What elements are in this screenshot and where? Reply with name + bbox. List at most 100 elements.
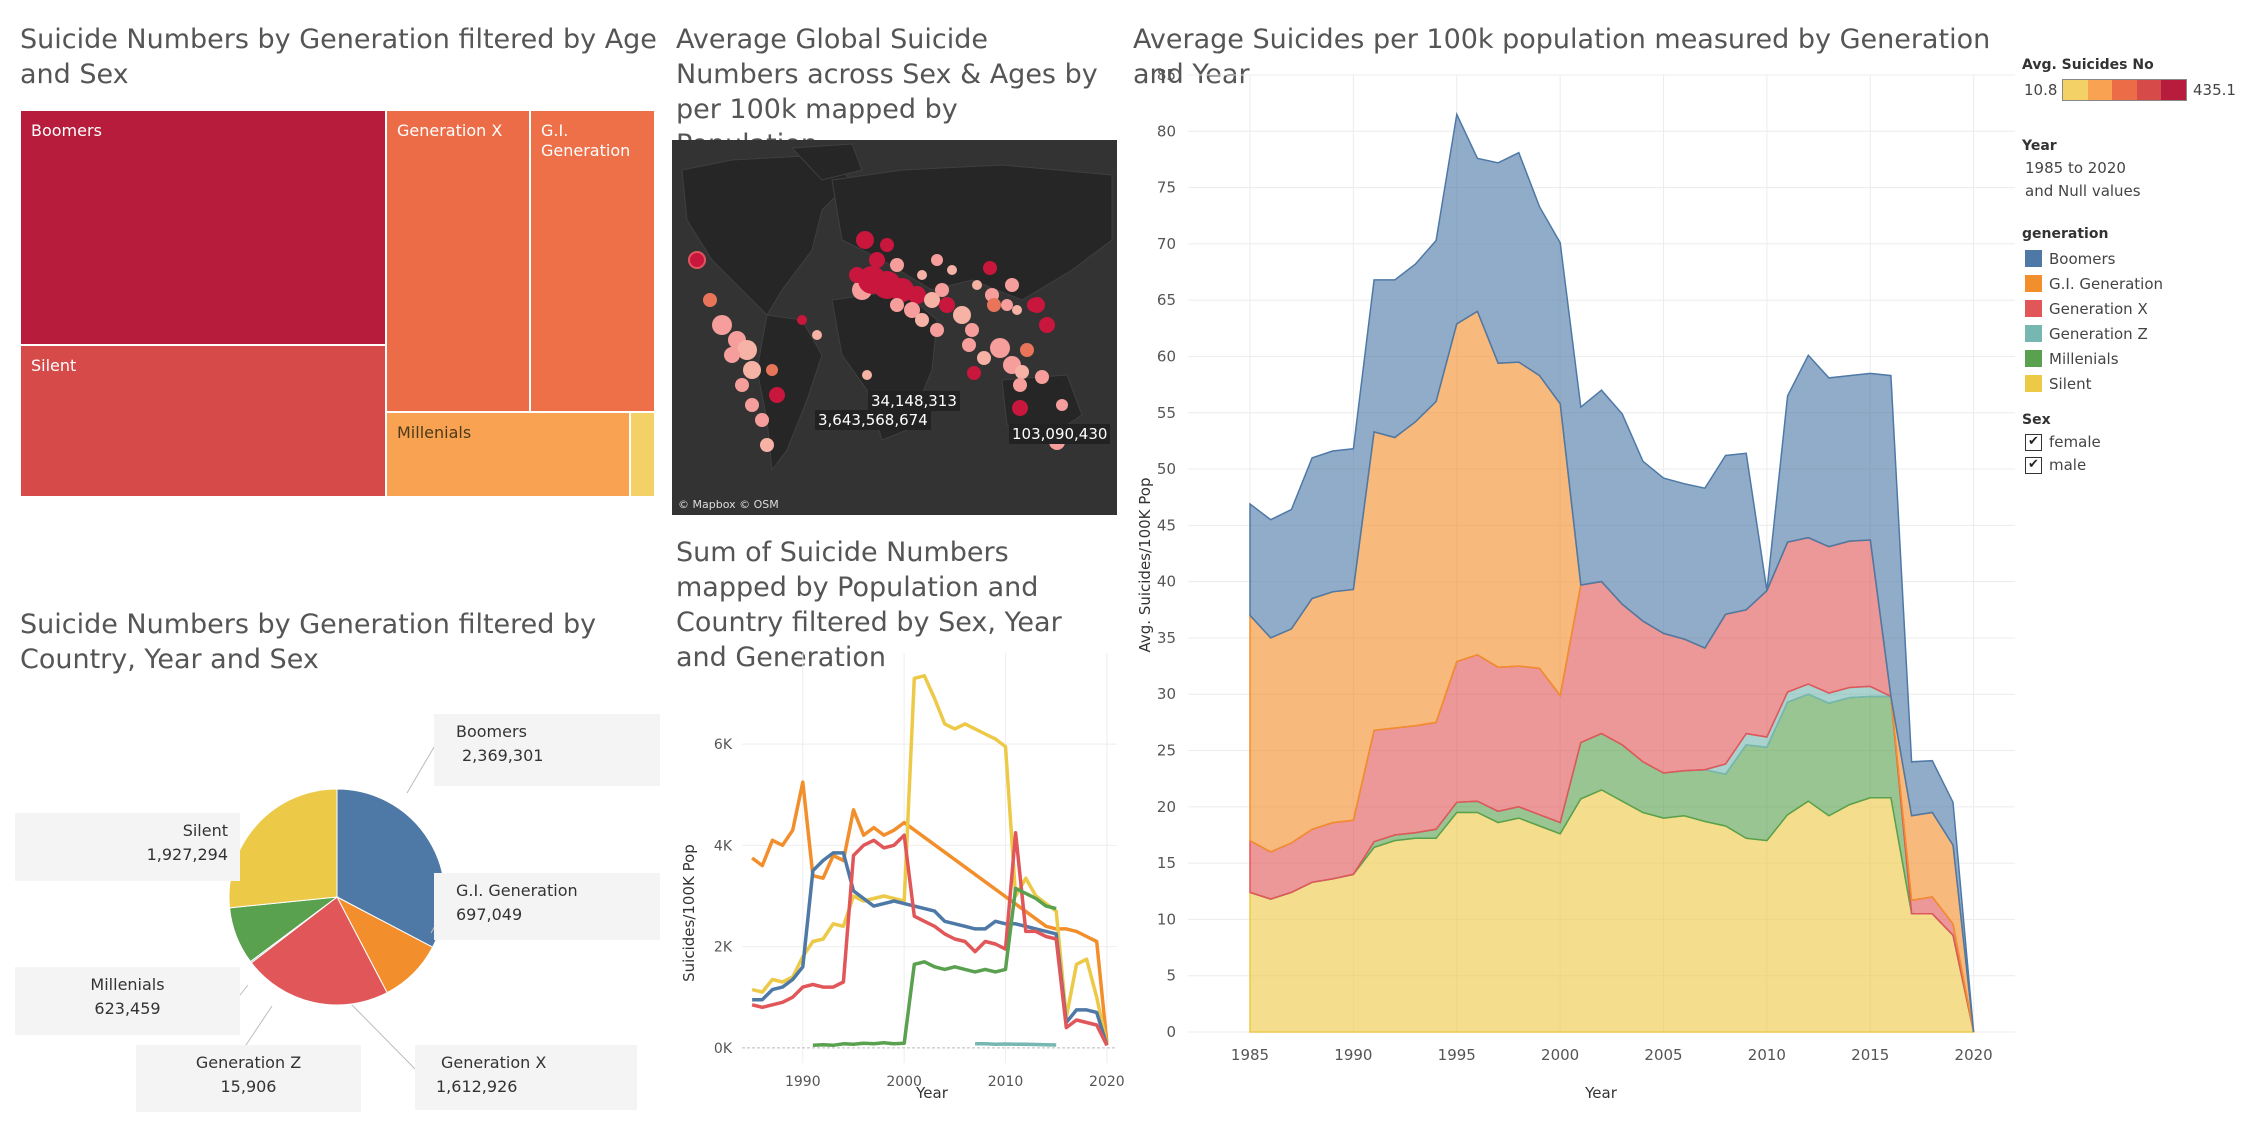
x-tick-label: 1990 [1334, 1046, 1372, 1064]
map-point [983, 261, 997, 275]
map-point [1001, 299, 1013, 311]
pie-callout-value: 1,612,926 [436, 1077, 518, 1096]
map-point [1056, 399, 1068, 411]
legend-swatch [2025, 375, 2042, 392]
pie-callout-value: 697,049 [456, 905, 523, 924]
y-tick-label: 80 [1157, 122, 1176, 140]
treemap-cell-generation-x[interactable]: Generation X [386, 110, 530, 412]
map-point [745, 398, 759, 412]
map-point [908, 286, 926, 304]
checkbox-female[interactable]: ✔ [2025, 434, 2042, 451]
generation-legend-item[interactable]: Boomers [2025, 249, 2225, 271]
treemap-cell-silent[interactable]: Silent [20, 345, 386, 497]
map-point [953, 306, 971, 324]
pie-callout-name: Boomers [456, 722, 527, 741]
pie-callout-generation-z: Generation Z 15,906 [136, 1045, 361, 1112]
map-point [947, 265, 957, 275]
y-tick-label: 5 [1166, 967, 1176, 985]
treemap-cell-gi-generation[interactable]: G.I. Generation [530, 110, 655, 412]
y-tick-label: 10 [1157, 910, 1176, 928]
generation-legend-item[interactable]: Generation Z [2025, 324, 2225, 346]
map-point [1012, 400, 1028, 416]
generation-legend-item[interactable]: Silent [2025, 374, 2225, 396]
map-point [1020, 343, 1034, 357]
color-ramp[interactable] [2062, 79, 2187, 101]
map-point [1005, 278, 1019, 292]
color-ramp-step [2087, 80, 2113, 100]
x-tick-label: 2020 [1955, 1046, 1993, 1064]
map-point [1015, 365, 1029, 379]
treemap-cell-millenials[interactable]: Millenials [386, 412, 630, 497]
color-legend-min: 10.8 [2024, 81, 2058, 99]
line-chart: Suicides/100K Pop Year 0K 2K 4K 6K 1990 2000 2… [680, 653, 1125, 1102]
map-point [939, 297, 955, 313]
year-filter-title: Year [2022, 138, 2057, 154]
map-point [755, 413, 769, 427]
line-series-generation-x[interactable] [751, 830, 1109, 1047]
map-point [712, 315, 732, 335]
map-point [766, 364, 778, 376]
year-filter-range[interactable]: 1985 to 2020 [2025, 159, 2126, 177]
legend-label: G.I. Generation [2049, 275, 2164, 293]
y-tick-label: 25 [1157, 742, 1176, 760]
map-title: Average Global Suicide Numbers across Se… [676, 24, 1098, 160]
south-america-land [756, 314, 823, 472]
pie-slice-generation-x[interactable] [250, 896, 388, 1006]
x-tick-label: 1990 [785, 1074, 821, 1090]
sex-filter-item-female[interactable]: ✔ female [2025, 432, 2175, 454]
x-tick-label: 1985 [1231, 1046, 1269, 1064]
treemap-cell-label: Millenials [397, 423, 472, 442]
color-legend-max: 435.1 [2193, 81, 2236, 99]
color-ramp-step [2112, 80, 2137, 100]
map-point [890, 258, 904, 272]
year-filter-null[interactable]: and Null values [2025, 182, 2141, 200]
line-series-g-i-generation[interactable] [751, 780, 1109, 1043]
area-y-axis-label: Avg. Suicides/100K Pop [1136, 478, 1154, 653]
treemap-cell-small[interactable] [630, 412, 655, 497]
legend-swatch [2025, 275, 2042, 292]
legend-swatch [2025, 250, 2042, 267]
map-point [987, 298, 1001, 312]
map-point [917, 270, 927, 280]
generation-legend-item[interactable]: Generation X [2025, 299, 2225, 321]
pie-leader-line [243, 1005, 273, 1049]
pie-callout-millenials: Millenials 623,459 [15, 967, 240, 1035]
line-series-generation-z[interactable] [975, 1042, 1057, 1047]
pie-slice-silent[interactable] [228, 788, 338, 909]
legend-swatch [2025, 325, 2042, 342]
checkbox-male[interactable]: ✔ [2025, 457, 2042, 474]
pie-callout-name: Generation Z [195, 1053, 302, 1072]
y-tick-label: 4K [714, 838, 733, 854]
pie-callout-gi-generation: G.I. Generation 697,049 [434, 873, 660, 940]
y-tick-label: 85 [1157, 66, 1176, 84]
line-series-silent[interactable] [751, 674, 1109, 1046]
world-map[interactable]: 34,148,313 3,643,568,674 103,090,430 © M… [672, 140, 1117, 515]
map-point [862, 370, 872, 380]
y-tick-label: 30 [1157, 685, 1176, 703]
area-series-boomers[interactable] [1249, 111, 1975, 1033]
line-series-millenials[interactable] [812, 886, 1057, 1048]
sex-filter-item-male[interactable]: ✔ male [2025, 455, 2175, 477]
x-tick-label: 2015 [1851, 1046, 1889, 1064]
greenland-land [790, 143, 863, 181]
line-series-boomers[interactable] [752, 851, 1109, 1046]
map-point [967, 366, 981, 380]
y-tick-label: 6K [714, 737, 733, 753]
generation-legend-title: generation [2022, 226, 2109, 242]
map-point [812, 330, 822, 340]
treemap: Boomers Silent Generation X G.I. Generat… [20, 110, 655, 497]
pie-title: Suicide Numbers by Generation filtered b… [20, 609, 597, 675]
line-y-axis-label: Suicides/100K Pop [680, 844, 698, 982]
treemap-cell-boomers[interactable]: Boomers [20, 110, 386, 345]
pie-callout-name: Millenials [90, 975, 165, 994]
generation-legend-item[interactable]: G.I. Generation [2025, 274, 2225, 296]
y-tick-label: 45 [1157, 516, 1176, 534]
treemap-cell-label: G.I. Generation [541, 121, 631, 160]
y-tick-label: 50 [1157, 460, 1176, 478]
legend-swatch [2025, 300, 2042, 317]
generation-legend-item[interactable]: Millenials [2025, 349, 2225, 371]
area-x-axis-label: Year [1584, 1084, 1618, 1102]
map-point [743, 361, 761, 379]
map-point [880, 238, 894, 252]
map-attribution[interactable]: © Mapbox © OSM [678, 498, 779, 511]
